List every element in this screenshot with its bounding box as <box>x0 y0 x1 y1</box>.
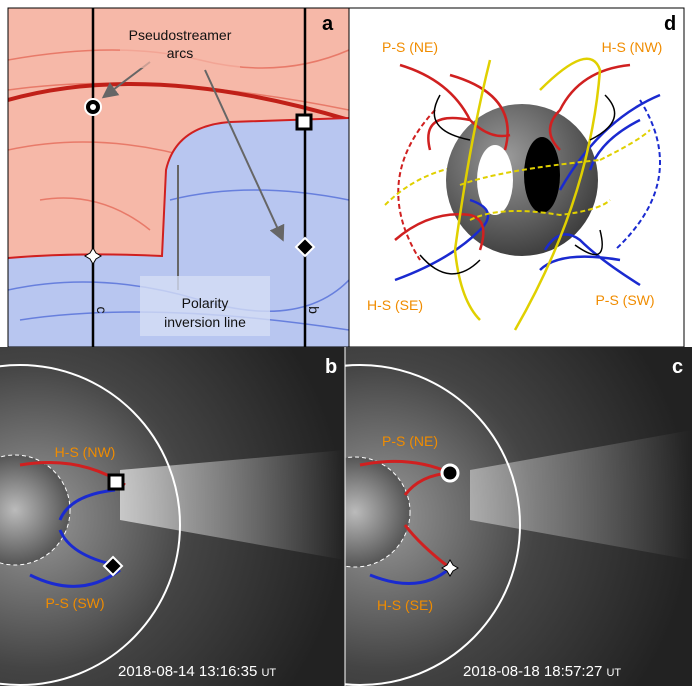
line-label: c <box>94 307 110 314</box>
annotation: inversion line <box>164 314 246 330</box>
timestamp-text: 2018-08-14 13:16:35 <box>118 663 257 680</box>
figure: Pseudostreamer arcs Polarity inversion l… <box>0 0 692 686</box>
panel-letter: c <box>672 356 683 378</box>
field-label: H-S (SE) <box>367 297 423 313</box>
timestamp: 2018-08-18 18:57:27 UT <box>463 663 621 680</box>
annotation: Polarity <box>182 295 229 311</box>
panel-letter: d <box>664 13 676 35</box>
timestamp: 2018-08-14 13:16:35 UT <box>118 663 276 680</box>
field-label: P-S (SW) <box>45 595 104 611</box>
line-label: b <box>306 306 322 314</box>
panel-d: P-S (NE) H-S (NW) H-S (SE) P-S (SW) d <box>349 8 684 347</box>
panel-letter: a <box>322 13 334 35</box>
field-label: H-S (SE) <box>377 597 433 613</box>
field-label: P-S (NE) <box>382 433 438 449</box>
timestamp-unit: UT <box>261 667 276 679</box>
panel-a: Pseudostreamer arcs Polarity inversion l… <box>8 8 349 347</box>
field-label: P-S (NE) <box>382 39 438 55</box>
annotation: arcs <box>167 45 193 61</box>
panel-b: H-S (NW) P-S (SW) 2018-08-14 13:16:35 UT… <box>0 347 345 686</box>
field-label: H-S (NW) <box>602 39 663 55</box>
field-label: H-S (NW) <box>55 444 116 460</box>
annotation: Pseudostreamer <box>129 27 232 43</box>
panel-letter: b <box>325 356 337 378</box>
field-label: P-S (SW) <box>595 292 654 308</box>
timestamp-text: 2018-08-18 18:57:27 <box>463 663 602 680</box>
timestamp-unit: UT <box>606 667 621 679</box>
